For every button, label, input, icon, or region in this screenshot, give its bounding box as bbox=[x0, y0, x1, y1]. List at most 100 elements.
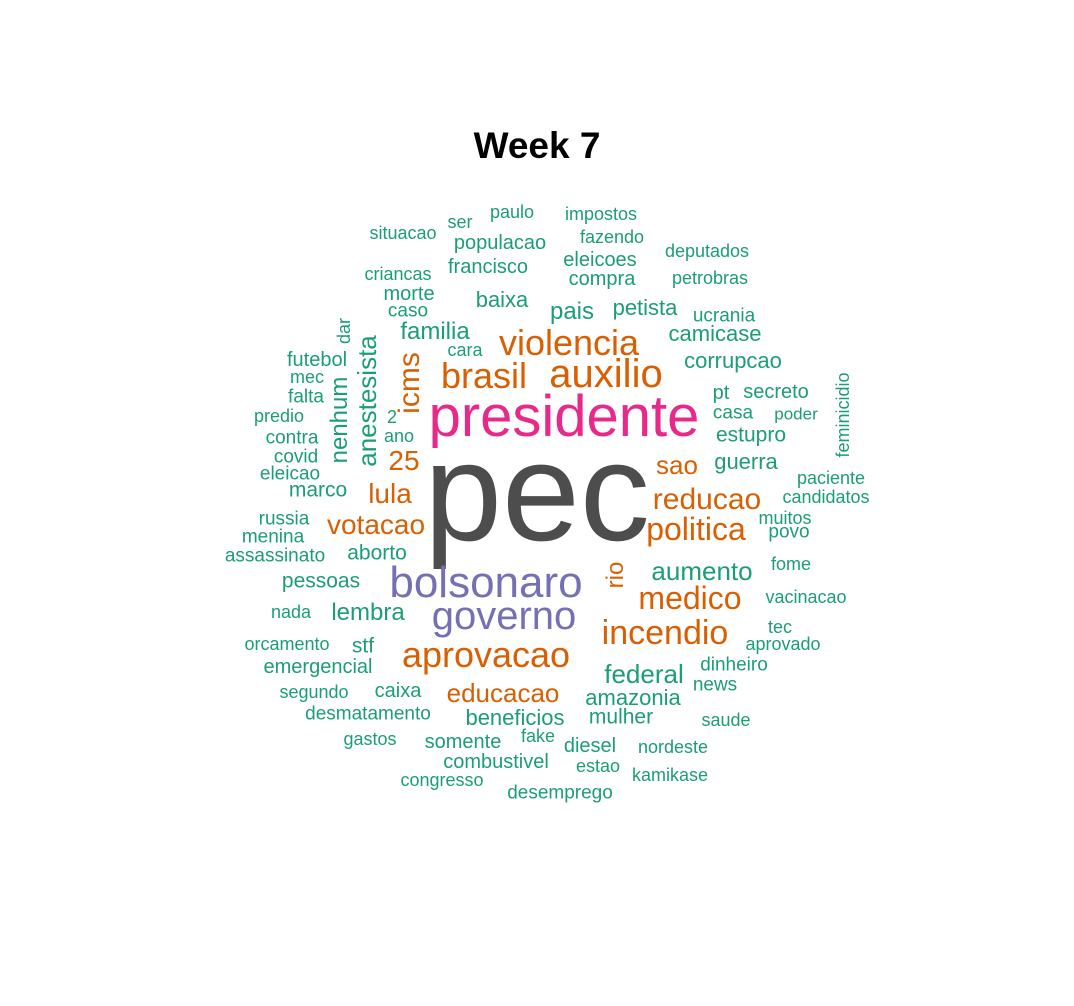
word-pt: pt bbox=[712, 382, 730, 404]
word-icms: icms bbox=[393, 352, 426, 414]
word-governo: governo bbox=[431, 594, 577, 638]
word-desemprego: desemprego bbox=[507, 782, 613, 804]
word-nordeste: nordeste bbox=[637, 737, 709, 757]
word-secreto: secreto bbox=[743, 381, 809, 403]
word-anestesista: anestesista bbox=[352, 335, 382, 467]
word-estao: estao bbox=[575, 756, 621, 776]
word-aumento: aumento bbox=[651, 556, 753, 586]
word-caixa: caixa bbox=[374, 680, 422, 702]
word-25: 25 bbox=[388, 445, 420, 476]
word-aprovado: aprovado bbox=[745, 634, 821, 654]
word-candidatos: candidatos bbox=[782, 487, 870, 507]
word-desmatamento: desmatamento bbox=[305, 703, 431, 725]
word-guerra: guerra bbox=[714, 449, 778, 474]
word-votacao: votacao bbox=[326, 509, 426, 540]
word-orcamento: orcamento bbox=[244, 634, 330, 654]
word-dinheiro: dinheiro bbox=[700, 654, 768, 676]
word-russia: russia bbox=[258, 508, 310, 530]
word-mulher: mulher bbox=[588, 705, 654, 729]
word-nenhum: nenhum bbox=[326, 376, 353, 464]
word-criancas: criancas bbox=[364, 264, 432, 284]
word-violencia: violencia bbox=[498, 322, 640, 363]
word-petista: petista bbox=[612, 295, 678, 320]
word-pec: pec bbox=[424, 413, 650, 570]
word-nada: nada bbox=[270, 602, 312, 622]
word-combustivel: combustivel bbox=[443, 751, 549, 773]
word-petrobras: petrobras bbox=[671, 268, 749, 288]
word-stf: stf bbox=[351, 634, 375, 658]
word-lembra: lembra bbox=[331, 599, 405, 626]
word-federal: federal bbox=[604, 659, 684, 689]
word-pessoas: pessoas bbox=[281, 569, 361, 593]
word-futebol: futebol bbox=[286, 349, 348, 371]
word-pais: pais bbox=[549, 298, 595, 325]
word-incendio: incendio bbox=[601, 614, 729, 652]
word-politica: politica bbox=[646, 511, 746, 547]
word-francisco: francisco bbox=[447, 256, 529, 278]
word-tec: tec bbox=[767, 617, 793, 637]
word-familia: familia bbox=[400, 318, 470, 345]
word-dar: dar bbox=[334, 317, 354, 345]
word-eleicao: eleicao bbox=[259, 463, 321, 485]
word-marco: marco bbox=[288, 478, 348, 502]
word-fazendo: fazendo bbox=[579, 227, 645, 247]
word-beneficios: beneficios bbox=[465, 705, 565, 730]
word-ucrania: ucrania bbox=[692, 305, 756, 327]
word-covid: covid bbox=[273, 446, 319, 468]
word-emergencial: emergencial bbox=[263, 656, 373, 678]
word-muitos: muitos bbox=[758, 508, 812, 528]
word-populacao: populacao bbox=[453, 232, 547, 254]
word-aprovacao: aprovacao bbox=[401, 634, 571, 675]
word-predio: predio bbox=[253, 406, 305, 426]
word-baixa: baixa bbox=[475, 287, 529, 312]
word-paulo: paulo bbox=[489, 202, 535, 222]
word-poder: poder bbox=[774, 404, 818, 424]
word-diesel: diesel bbox=[563, 735, 617, 757]
word-compra: compra bbox=[568, 268, 636, 290]
word-kamikase: kamikase bbox=[631, 765, 709, 785]
word-segundo: segundo bbox=[279, 682, 349, 702]
word-deputados: deputados bbox=[664, 241, 750, 261]
word-camicase: camicase bbox=[668, 321, 762, 346]
word-falta: falta bbox=[288, 386, 324, 408]
word-caso: caso bbox=[387, 300, 429, 322]
word-paciente: paciente bbox=[796, 468, 866, 488]
word-menina: menina bbox=[241, 526, 305, 548]
word-casa: casa bbox=[712, 402, 754, 424]
word-bolsonaro: bolsonaro bbox=[389, 558, 583, 607]
word-fake: fake bbox=[520, 726, 556, 746]
word-sao: sao bbox=[656, 450, 698, 480]
word-gastos: gastos bbox=[343, 729, 397, 749]
word-cara: cara bbox=[447, 340, 483, 360]
word-educacao: educacao bbox=[446, 678, 560, 708]
word-povo: povo bbox=[768, 521, 810, 543]
word-presidente: presidente bbox=[428, 384, 700, 449]
word-news: news bbox=[692, 674, 738, 696]
word-medico: medico bbox=[638, 580, 742, 616]
word-morte: morte bbox=[383, 283, 435, 305]
word-ano: ano bbox=[383, 426, 415, 446]
cloud-title: Week 7 bbox=[473, 125, 601, 166]
word-ser: ser bbox=[447, 212, 473, 232]
word-fome: fome bbox=[770, 554, 812, 574]
word-saude: saude bbox=[701, 710, 751, 730]
word-auxilio: auxilio bbox=[549, 352, 663, 396]
word-vacinacao: vacinacao bbox=[765, 587, 847, 607]
word-corrupcao: corrupcao bbox=[684, 348, 782, 373]
word-lula: lula bbox=[368, 478, 412, 509]
word-impostos: impostos bbox=[564, 204, 638, 224]
word-feminicidio: feminicidio bbox=[833, 372, 853, 458]
word-contra: contra bbox=[265, 427, 319, 449]
word-amazonia: amazonia bbox=[585, 685, 681, 710]
word-somente: somente bbox=[424, 731, 502, 753]
word-reducao: reducao bbox=[652, 483, 762, 516]
word-eleicoes: eleicoes bbox=[563, 249, 637, 271]
word-aborto: aborto bbox=[347, 541, 407, 565]
word-2: 2 bbox=[386, 407, 398, 427]
word-assassinato: assassinato bbox=[224, 545, 326, 567]
word-situacao: situacao bbox=[369, 223, 437, 243]
word-mec: mec bbox=[289, 367, 325, 387]
word-congresso: congresso bbox=[400, 770, 484, 790]
word-estupro: estupro bbox=[715, 423, 787, 447]
